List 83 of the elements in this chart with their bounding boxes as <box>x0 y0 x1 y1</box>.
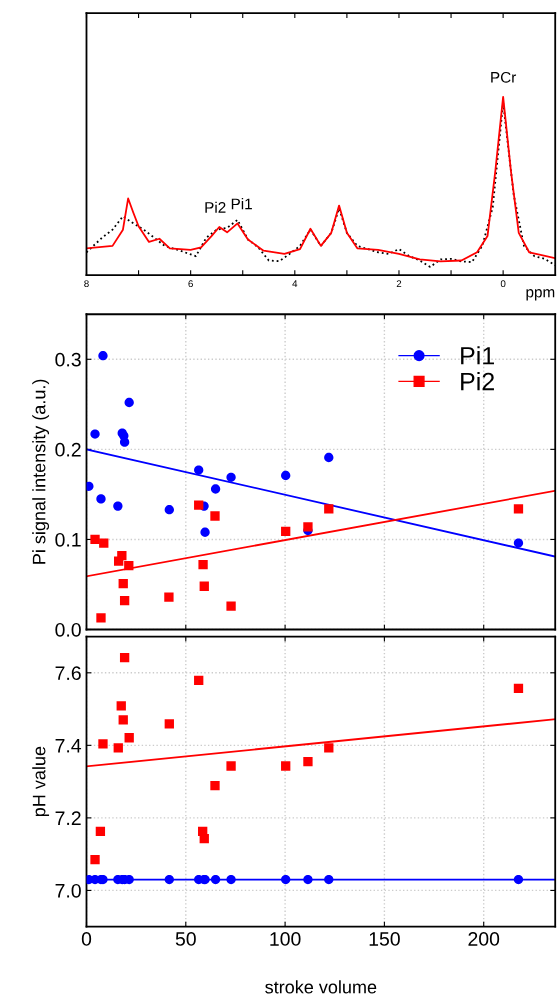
point <box>200 527 210 537</box>
point <box>118 715 128 725</box>
legend-label: Pi1 <box>461 346 494 365</box>
x-tick-label: 8 <box>84 280 89 288</box>
point <box>124 733 134 743</box>
annotation: Pi1 <box>231 198 252 210</box>
x-tick-label: 50 <box>175 932 196 946</box>
y-tick-label: 7.6 <box>55 666 81 681</box>
point <box>199 833 209 844</box>
point <box>303 874 313 885</box>
point <box>164 874 174 885</box>
point <box>119 652 130 663</box>
point <box>324 743 334 753</box>
point <box>164 505 174 515</box>
point <box>118 578 128 589</box>
point <box>164 719 174 729</box>
point <box>513 504 524 514</box>
point <box>90 429 100 439</box>
x-tick-label: 100 <box>270 932 301 946</box>
point <box>194 675 204 686</box>
y-tick-label: 0.0 <box>55 622 81 637</box>
point <box>99 538 109 548</box>
point <box>116 701 126 711</box>
x-tick-label: 4 <box>292 280 298 287</box>
point <box>513 874 524 885</box>
point <box>194 465 204 475</box>
point <box>124 397 134 408</box>
point <box>98 351 108 361</box>
point <box>210 780 220 791</box>
point <box>96 613 106 623</box>
point <box>117 550 127 561</box>
point <box>210 511 220 521</box>
y-axis-title: pH value <box>32 746 50 817</box>
point <box>95 826 106 836</box>
point <box>226 601 236 611</box>
point <box>281 526 291 536</box>
x-tick-label: 200 <box>468 932 500 946</box>
point <box>124 560 134 571</box>
point <box>281 761 291 771</box>
point <box>194 500 204 510</box>
point <box>226 761 236 771</box>
point <box>303 757 313 767</box>
annotation: Pi2 <box>205 201 226 213</box>
point <box>164 592 174 602</box>
point <box>199 581 209 591</box>
y-tick-label: 0.2 <box>55 442 81 457</box>
x-tick-label: 0 <box>81 932 92 946</box>
point <box>513 538 524 548</box>
point <box>324 504 334 514</box>
y-tick-label: 7.4 <box>55 739 82 753</box>
point <box>513 683 524 694</box>
point <box>90 534 100 545</box>
point <box>96 494 106 504</box>
x-tick-label: 150 <box>369 932 400 946</box>
point <box>113 743 123 753</box>
x-tick-label: 0 <box>500 280 506 288</box>
y-tick-label: 7.2 <box>55 811 81 825</box>
point <box>226 874 236 885</box>
point <box>324 874 334 885</box>
y-tick-label: 7.0 <box>55 883 81 898</box>
point <box>98 739 108 749</box>
x-axis-title: stroke volume <box>265 980 377 994</box>
legend-label: Pi2 <box>461 372 494 391</box>
x-tick-label: 6 <box>188 280 193 288</box>
y-tick-label: 0.1 <box>55 532 81 547</box>
point <box>210 484 221 494</box>
point <box>281 874 291 885</box>
y-tick-label: 0.3 <box>55 352 81 367</box>
x-axis-title: ppm <box>526 289 555 301</box>
point <box>281 470 291 481</box>
point <box>198 560 208 570</box>
x-tick-label: 2 <box>396 280 402 287</box>
point <box>324 452 334 463</box>
point <box>119 596 130 606</box>
point <box>210 874 221 885</box>
point <box>86 481 94 491</box>
y-axis-title: Pi signal intensity (a.u.) <box>32 379 50 564</box>
point <box>90 854 100 865</box>
point <box>113 501 123 511</box>
point <box>119 437 130 447</box>
annotation: PCr <box>491 71 517 83</box>
point <box>303 522 313 532</box>
point <box>226 472 236 482</box>
